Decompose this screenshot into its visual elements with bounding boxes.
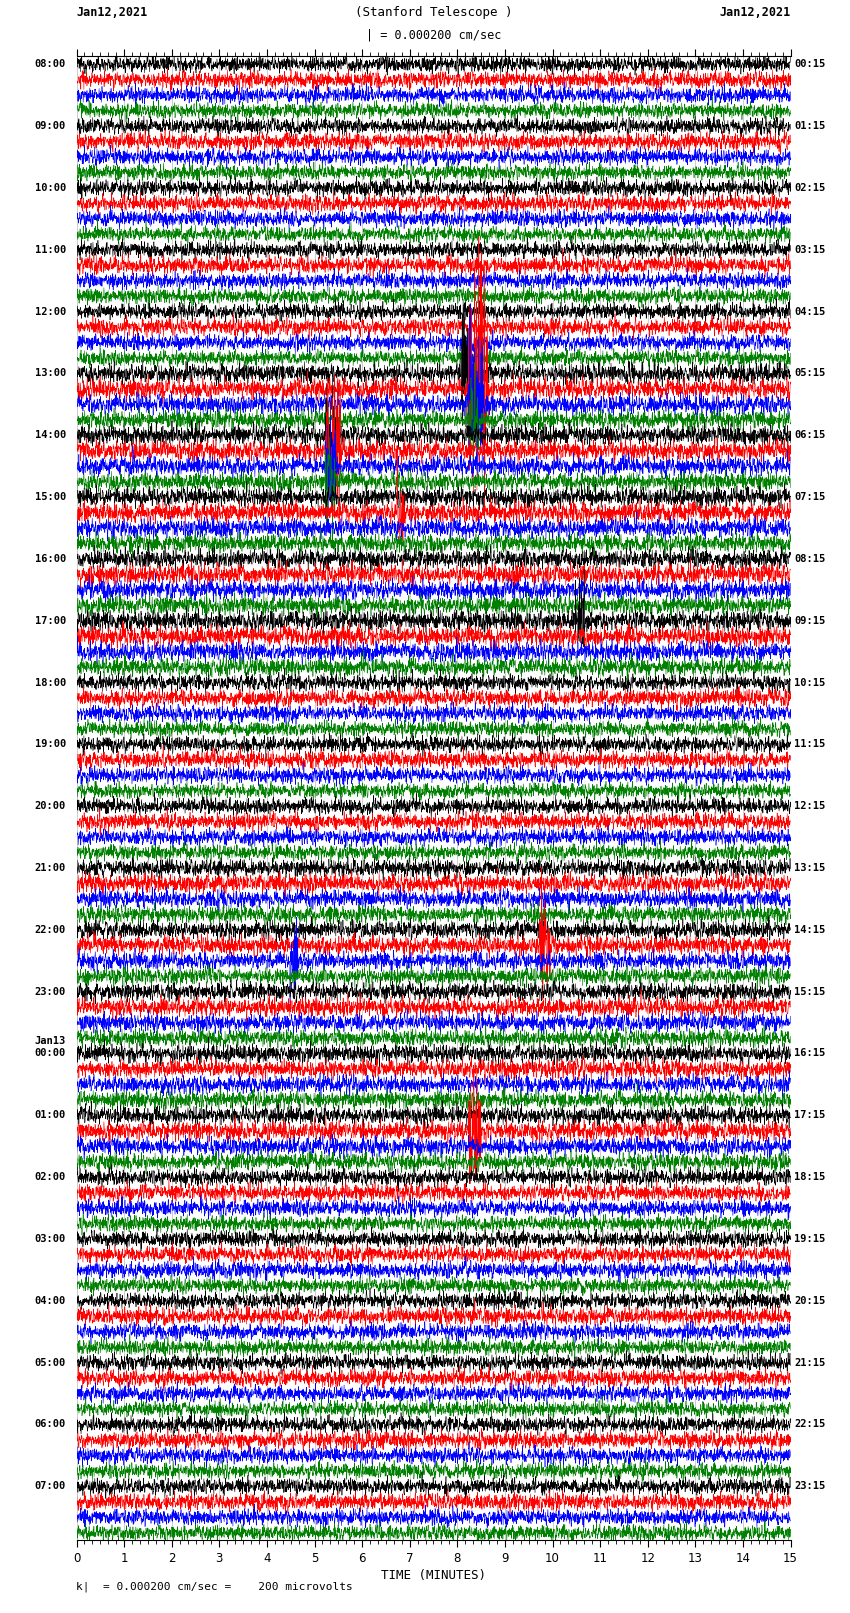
Text: 01:15: 01:15 bbox=[794, 121, 825, 131]
Text: 05:00: 05:00 bbox=[35, 1358, 65, 1368]
Text: 23:15: 23:15 bbox=[794, 1481, 825, 1492]
Text: 23:00: 23:00 bbox=[35, 987, 65, 997]
Text: 19:00: 19:00 bbox=[35, 739, 65, 750]
Text: 01:00: 01:00 bbox=[35, 1110, 65, 1121]
Text: 16:15: 16:15 bbox=[794, 1048, 825, 1058]
Text: 03:00: 03:00 bbox=[35, 1234, 65, 1244]
Text: 08:15: 08:15 bbox=[794, 553, 825, 565]
Text: 02:00: 02:00 bbox=[35, 1173, 65, 1182]
Text: 09:00: 09:00 bbox=[35, 121, 65, 131]
Text: 16:00: 16:00 bbox=[35, 553, 65, 565]
Text: 18:00: 18:00 bbox=[35, 677, 65, 687]
Text: Jan12,2021: Jan12,2021 bbox=[719, 6, 791, 19]
Text: 20:15: 20:15 bbox=[794, 1295, 825, 1307]
Text: 03:15: 03:15 bbox=[794, 245, 825, 255]
Text: 13:00: 13:00 bbox=[35, 368, 65, 379]
Text: 20:00: 20:00 bbox=[35, 802, 65, 811]
Text: 17:00: 17:00 bbox=[35, 616, 65, 626]
Text: 14:15: 14:15 bbox=[794, 924, 825, 936]
Text: 15:00: 15:00 bbox=[35, 492, 65, 502]
Text: 22:15: 22:15 bbox=[794, 1419, 825, 1429]
Text: 11:15: 11:15 bbox=[794, 739, 825, 750]
Text: 17:15: 17:15 bbox=[794, 1110, 825, 1121]
Text: 07:00: 07:00 bbox=[35, 1481, 65, 1492]
X-axis label: TIME (MINUTES): TIME (MINUTES) bbox=[381, 1569, 486, 1582]
Text: 15:15: 15:15 bbox=[794, 987, 825, 997]
Text: 12:00: 12:00 bbox=[35, 306, 65, 316]
Text: 13:15: 13:15 bbox=[794, 863, 825, 873]
Text: (Stanford Telescope ): (Stanford Telescope ) bbox=[354, 6, 513, 19]
Text: 08:00: 08:00 bbox=[35, 60, 65, 69]
Text: 21:00: 21:00 bbox=[35, 863, 65, 873]
Text: 02:15: 02:15 bbox=[794, 182, 825, 194]
Text: 19:15: 19:15 bbox=[794, 1234, 825, 1244]
Text: 14:00: 14:00 bbox=[35, 431, 65, 440]
Text: 09:15: 09:15 bbox=[794, 616, 825, 626]
Text: 00:00: 00:00 bbox=[35, 1048, 65, 1058]
Text: 11:00: 11:00 bbox=[35, 245, 65, 255]
Text: 00:15: 00:15 bbox=[794, 60, 825, 69]
Text: 18:15: 18:15 bbox=[794, 1173, 825, 1182]
Text: 12:15: 12:15 bbox=[794, 802, 825, 811]
Text: 22:00: 22:00 bbox=[35, 924, 65, 936]
Text: k|  = 0.000200 cm/sec =    200 microvolts: k| = 0.000200 cm/sec = 200 microvolts bbox=[76, 1582, 354, 1592]
Text: Jan13: Jan13 bbox=[35, 1036, 65, 1045]
Text: 04:00: 04:00 bbox=[35, 1295, 65, 1307]
Text: Jan12,2021: Jan12,2021 bbox=[76, 6, 148, 19]
Text: | = 0.000200 cm/sec: | = 0.000200 cm/sec bbox=[366, 29, 502, 42]
Text: 07:15: 07:15 bbox=[794, 492, 825, 502]
Text: 21:15: 21:15 bbox=[794, 1358, 825, 1368]
Text: 06:15: 06:15 bbox=[794, 431, 825, 440]
Text: 10:15: 10:15 bbox=[794, 677, 825, 687]
Text: 10:00: 10:00 bbox=[35, 182, 65, 194]
Text: 05:15: 05:15 bbox=[794, 368, 825, 379]
Text: 06:00: 06:00 bbox=[35, 1419, 65, 1429]
Text: 04:15: 04:15 bbox=[794, 306, 825, 316]
